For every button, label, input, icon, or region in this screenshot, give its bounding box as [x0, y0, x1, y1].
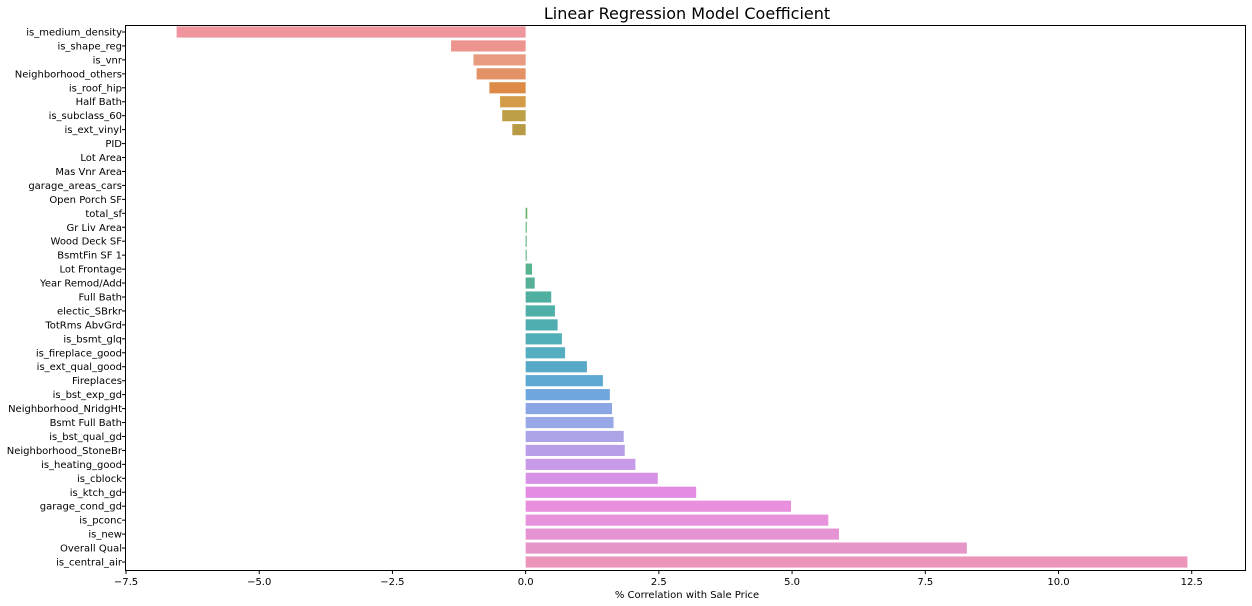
bar	[525, 514, 829, 526]
y-tick-label: Year Remod/Add	[39, 279, 122, 290]
x-tick-label: 10.0	[1047, 577, 1069, 588]
y-tick-labels: is_medium_density is_shape_reg is_vnr Neigh…	[7, 28, 126, 569]
y-tick-label: PID	[105, 139, 122, 150]
y-tick-label: Mas Vnr Area	[55, 167, 122, 178]
bar	[525, 221, 527, 233]
bar	[525, 416, 614, 429]
y-tick-label: total_sf	[85, 209, 122, 220]
bar	[502, 110, 526, 122]
y-tick-label: is_bst_qual_gd	[49, 432, 122, 443]
y-tick-label: TotRms AbvGrd	[44, 320, 122, 331]
y-tick-label: is_fireplace_good	[36, 348, 122, 359]
x-axis-label: % Correlation with Sale Price	[615, 590, 759, 601]
bar	[525, 333, 562, 345]
bar	[525, 305, 555, 317]
y-tick-label: is_heating_good	[41, 460, 122, 471]
y-tick-label: Half Bath	[76, 97, 122, 108]
x-tick-label: 7.5	[917, 577, 933, 588]
y-tick-label: garage_cond_gd	[40, 502, 122, 513]
bar	[525, 375, 603, 387]
y-tick-label: Overall Qual	[60, 544, 122, 555]
y-tick-label: BsmtFin SF 1	[57, 251, 122, 262]
y-tick-label: is_ext_qual_good	[37, 362, 122, 373]
bar	[525, 249, 527, 261]
bar	[451, 40, 526, 52]
x-tick-label: 0.0	[518, 577, 534, 588]
bars-group	[176, 26, 1188, 568]
bar	[525, 556, 1188, 568]
bar	[489, 82, 526, 94]
y-tick-label: is_medium_density	[26, 28, 122, 39]
y-tick-label: garage_areas_cars	[28, 181, 122, 192]
y-tick-label: is_roof_hip	[69, 83, 122, 94]
y-tick-label: Full Bath	[78, 293, 122, 304]
bar	[525, 430, 624, 443]
y-tick-label: is_bst_exp_gd	[53, 390, 122, 401]
y-tick-label: is_new	[88, 530, 122, 541]
y-tick-label: Fireplaces	[72, 376, 122, 387]
y-tick-label: Gr Liv Area	[67, 223, 123, 234]
bar	[525, 235, 527, 247]
y-tick-label: is_cblock	[77, 474, 122, 485]
bar	[525, 389, 610, 401]
bar	[525, 277, 535, 289]
bar	[500, 96, 526, 108]
y-tick-label: is_ktch_gd	[70, 488, 122, 499]
x-tick-label: 2.5	[651, 577, 667, 588]
x-tick-labels: −7.5 −5.0 −2.5 0.0 2.5 5.0 7.5 10.0 12.5	[114, 570, 1203, 588]
y-tick-label: is_subclass_60	[49, 111, 122, 122]
bar	[525, 263, 533, 275]
y-tick-label: Open Porch SF	[49, 195, 122, 206]
y-tick-label: Lot Frontage	[59, 265, 122, 276]
y-tick-label: Neighborhood_others	[15, 69, 122, 80]
bar	[525, 528, 839, 540]
bar	[525, 472, 658, 484]
bar	[476, 68, 526, 80]
bar	[525, 458, 636, 470]
bar	[525, 361, 587, 373]
x-tick-label: 5.0	[784, 577, 800, 588]
y-tick-label: is_pconc	[79, 516, 122, 527]
y-tick-label: is_central_air	[56, 558, 123, 569]
y-tick-label: Lot Area	[80, 153, 122, 164]
bar	[525, 347, 566, 359]
x-tick-label: −5.0	[247, 577, 271, 588]
bar	[512, 124, 526, 136]
x-tick-label: −2.5	[380, 577, 404, 588]
x-tick-label: 12.5	[1181, 577, 1203, 588]
y-tick-label: is_bsmt_glq	[63, 334, 122, 345]
bar	[525, 291, 552, 303]
bar	[525, 403, 612, 415]
y-tick-label: Wood Deck SF	[51, 237, 123, 248]
bar	[176, 26, 526, 38]
y-tick-label: Bsmt Full Bath	[50, 418, 122, 429]
y-tick-label: is_shape_reg	[57, 41, 122, 52]
bar	[525, 500, 792, 512]
bar	[525, 486, 697, 498]
bar	[525, 444, 625, 456]
bar	[473, 54, 526, 66]
y-tick-label: Neighborhood_NridgHt	[8, 404, 122, 415]
x-tick-label: −7.5	[114, 577, 138, 588]
plot-frame	[125, 25, 1246, 571]
chart-title: Linear Regression Model Coefficient	[544, 4, 830, 23]
bar	[525, 207, 528, 219]
y-tick-label: Neighborhood_StoneBr	[7, 446, 123, 457]
bar	[525, 319, 558, 331]
y-tick-label: is_vnr	[93, 55, 123, 66]
bar	[525, 542, 967, 554]
y-tick-label: electic_SBrkr	[57, 306, 123, 317]
y-tick-label: is_ext_vinyl	[64, 125, 122, 136]
